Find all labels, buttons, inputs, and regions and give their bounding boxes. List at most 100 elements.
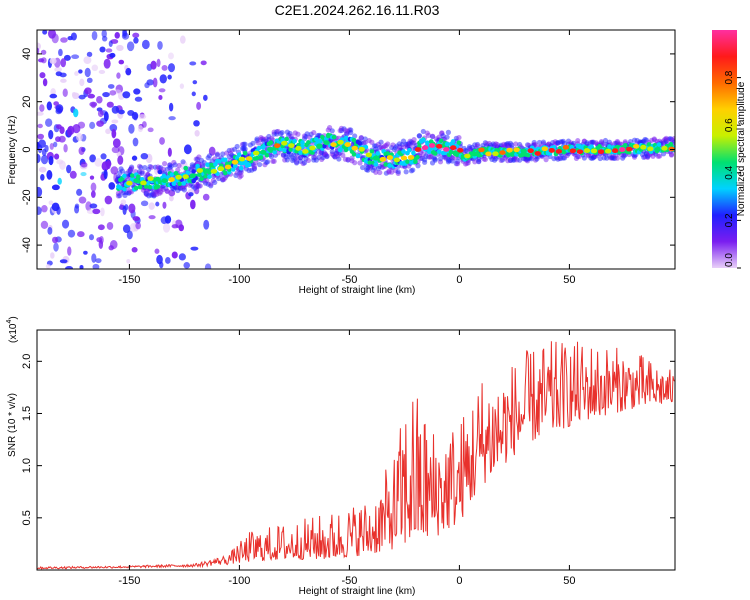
ridge-halo-dot	[250, 140, 256, 146]
noise-blob	[41, 205, 48, 213]
ridge-peak	[161, 178, 168, 183]
noise-blob	[112, 138, 121, 148]
ridge-peak	[506, 147, 513, 153]
ridge-halo-dot	[576, 153, 582, 160]
ridge-body-dot	[129, 173, 135, 178]
noise-blob	[146, 79, 154, 86]
ridge-peak	[562, 144, 570, 150]
noise-blob	[56, 206, 61, 215]
noise-blob	[104, 195, 113, 205]
top-xtick-label: -150	[118, 274, 140, 286]
noise-blob	[171, 251, 178, 259]
noise-blob	[101, 35, 108, 42]
ridge-halo-dot	[369, 139, 375, 145]
noise-blob	[126, 230, 133, 240]
noise-blob	[48, 129, 54, 140]
ridge-halo-dot	[181, 187, 187, 193]
noise-blob	[140, 152, 149, 160]
noise-blob	[131, 111, 139, 120]
bottom-xtick-label: -100	[228, 575, 250, 587]
ridge-halo-dot	[119, 168, 125, 174]
noise-blob	[179, 35, 186, 44]
ridge-halo-dot	[329, 148, 335, 155]
noise-blob	[168, 102, 174, 112]
noise-blob	[131, 155, 138, 161]
ridge-halo-dot	[257, 161, 263, 168]
ridge-halo-dot	[528, 156, 535, 162]
snr-y-ticks: 0.5 1.0 1.5 2.0	[21, 354, 33, 526]
ridge-peak	[302, 149, 309, 154]
ridge-body-dot	[405, 159, 410, 164]
noise-blob	[83, 56, 92, 64]
noise-blob	[134, 96, 143, 102]
noise-blob	[92, 208, 101, 215]
noise-blob	[40, 220, 49, 229]
ridge-peak	[365, 152, 372, 158]
ridge-peak	[661, 145, 668, 151]
noise-blob	[77, 231, 85, 238]
ridge-body-dot	[292, 138, 297, 144]
ridge-halo-dot	[536, 139, 543, 146]
bottom-xtick-label: -150	[118, 575, 140, 587]
noise-blob	[49, 142, 54, 150]
noise-blob	[132, 137, 139, 147]
ridge-body-dot	[656, 142, 662, 147]
ridge-halo-dot	[138, 164, 144, 170]
noise-blob	[156, 58, 161, 68]
ridge-halo-dot	[437, 156, 444, 162]
noise-blob	[169, 195, 174, 202]
noise-blob	[188, 192, 194, 197]
ridge-body-dot	[264, 152, 270, 158]
bottom-ytick-label: 0.5	[21, 510, 33, 525]
noise-blob	[161, 65, 168, 71]
noise-blob	[109, 52, 116, 58]
ridge-peak	[597, 149, 605, 154]
noise-blob	[84, 87, 92, 95]
noise-blob	[106, 101, 114, 108]
ridge-body-dot	[456, 140, 462, 145]
ridge-peak	[351, 145, 358, 151]
noise-blob	[116, 44, 124, 52]
ridge-peak	[295, 145, 302, 151]
noise-blob	[138, 114, 147, 120]
ridge-body-dot	[525, 152, 531, 158]
ridge-peak	[520, 148, 527, 154]
ridge-body-dot	[143, 184, 149, 189]
noise-blob	[131, 247, 138, 253]
ridge-peak	[175, 174, 182, 180]
noise-blob	[61, 219, 70, 229]
noise-blob	[132, 32, 140, 38]
ridge-peak	[499, 150, 506, 156]
ridge-body-dot	[254, 155, 260, 161]
ridge-halo-dot	[416, 133, 422, 139]
ridge-halo-dot	[279, 129, 285, 136]
noise-blob	[165, 257, 171, 264]
noise-blob	[203, 94, 208, 101]
ridge-body-dot	[199, 176, 204, 182]
ridge-body-dot	[448, 149, 454, 155]
noise-blob	[148, 215, 156, 220]
ridge-body-dot	[177, 181, 183, 187]
noise-blob	[178, 253, 186, 261]
noise-blob	[95, 258, 102, 264]
noise-blob	[158, 95, 163, 100]
ridge-halo-dot	[129, 165, 135, 172]
ridge-halo-dot	[214, 152, 220, 158]
ridge-peak	[386, 155, 394, 160]
noise-blob	[108, 40, 113, 48]
ridge-peak	[583, 148, 591, 153]
ridge-peak	[668, 146, 675, 152]
ridge-peak	[485, 151, 492, 157]
ridge-body-dot	[122, 186, 127, 192]
ridge-halo-dot	[432, 157, 438, 163]
noise-blob	[48, 155, 54, 166]
noise-blob	[140, 200, 149, 207]
noise-blob	[67, 246, 72, 256]
ridge-halo-dot	[575, 138, 581, 144]
ridge-body-dot	[258, 155, 264, 160]
ridge-halo-dot	[444, 134, 450, 140]
ridge-halo-dot	[336, 156, 342, 162]
ridge-halo-dot	[543, 157, 549, 163]
noise-blob	[89, 234, 95, 241]
